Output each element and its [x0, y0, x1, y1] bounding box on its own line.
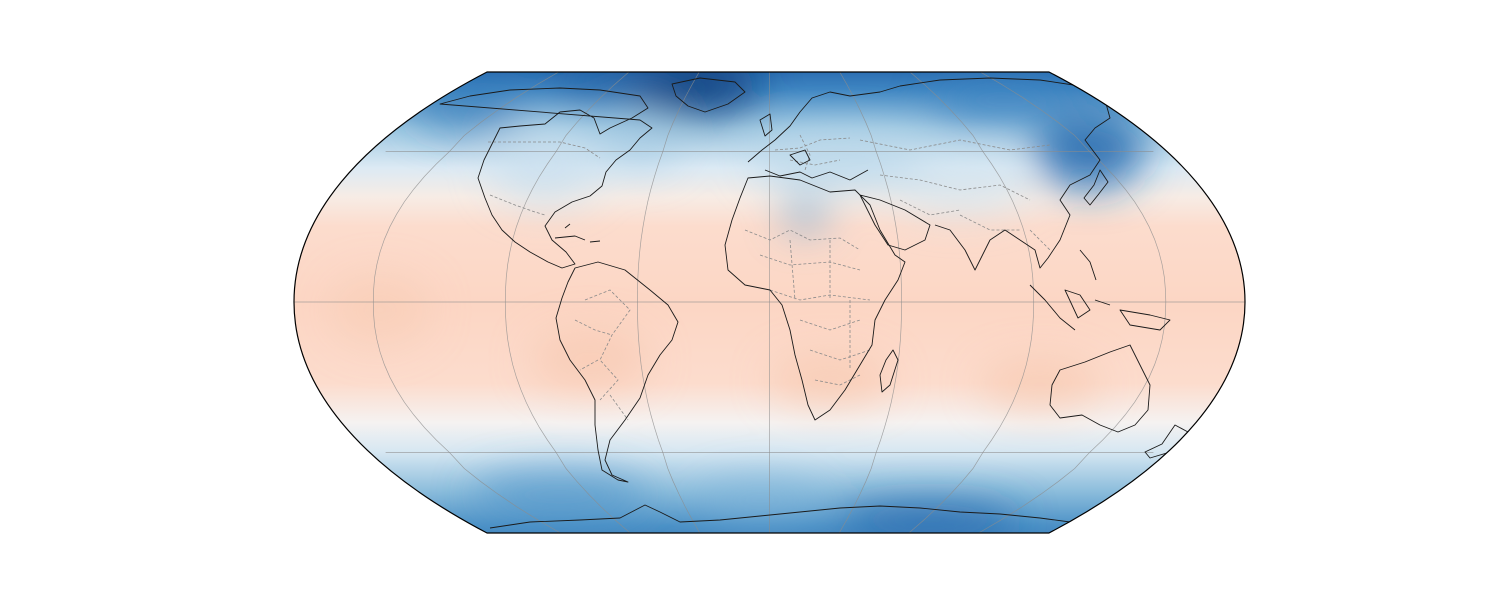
borders-asia: [859, 139, 1051, 251]
coast-madagascar: [879, 349, 899, 393]
map-frame: [293, 71, 1246, 534]
borders-europe: [774, 134, 851, 171]
coast-europe: [747, 85, 901, 181]
field-layer: [294, 72, 1245, 533]
border-us-canada: [488, 141, 601, 159]
coast-greenland: [671, 77, 746, 113]
coast-africa: [724, 175, 906, 421]
coast-caribbean-islands: [554, 223, 601, 243]
coast-south-america: [555, 261, 679, 483]
coast-se-asia-islands: [1029, 249, 1171, 331]
coast-arabia: [859, 194, 931, 251]
border-us-mexico: [489, 194, 546, 216]
coast-australia: [1049, 344, 1151, 433]
graticule: [294, 72, 1245, 533]
coast-north-america: [439, 87, 653, 269]
coast-antarctica: [489, 504, 1071, 529]
coast-japan: [1083, 169, 1109, 206]
country-borders: [488, 134, 1051, 421]
borders-africa: [744, 229, 871, 386]
borders-south-america: [574, 289, 631, 421]
